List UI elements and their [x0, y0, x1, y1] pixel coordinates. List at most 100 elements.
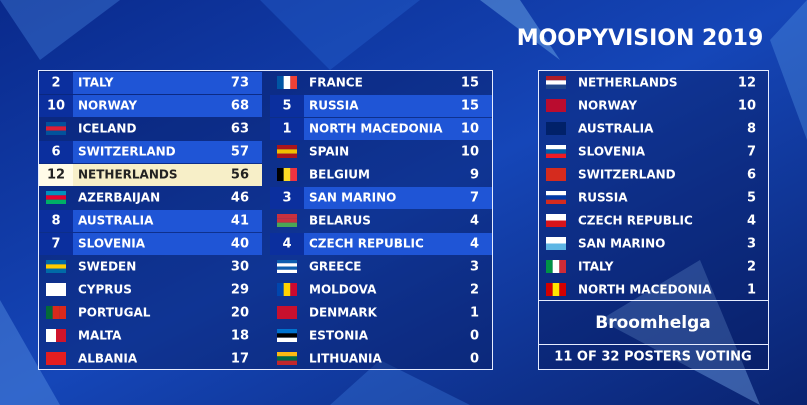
flag — [277, 360, 297, 365]
points-cell — [270, 118, 304, 140]
vote-points: 3 — [747, 237, 756, 252]
vote-country: AUSTRALIA — [578, 122, 654, 136]
flag — [277, 337, 297, 342]
flag — [46, 260, 66, 265]
flag — [290, 168, 297, 181]
flag — [277, 145, 297, 150]
flag — [283, 168, 291, 181]
flag — [277, 260, 297, 264]
flag — [46, 122, 66, 127]
points-cell — [39, 141, 73, 163]
flag — [277, 149, 297, 154]
points-received: 4 — [282, 237, 291, 252]
flag — [277, 266, 297, 270]
score: 2 — [470, 283, 479, 298]
score: 46 — [231, 191, 249, 206]
flag — [46, 306, 53, 319]
flag — [277, 283, 284, 296]
country: FRANCE — [309, 76, 363, 90]
flag — [546, 84, 566, 89]
row-highlight — [39, 141, 262, 163]
flag — [277, 352, 297, 357]
vote-country: NORTH MACEDONIA — [578, 283, 712, 297]
score: 18 — [231, 329, 249, 344]
row-highlight — [39, 72, 262, 94]
vote-points: 1 — [747, 283, 756, 298]
country: CZECH REPUBLIC — [309, 237, 424, 251]
score: 4 — [470, 214, 479, 229]
flag — [277, 306, 297, 319]
votes-frame — [538, 70, 769, 370]
country: NORTH MACEDONIA — [309, 122, 443, 136]
score: 30 — [231, 260, 249, 275]
flag — [546, 145, 566, 150]
flag — [290, 76, 297, 89]
flag — [283, 76, 291, 89]
points-cell — [39, 72, 73, 94]
flag — [559, 283, 566, 296]
voting-status: 11 OF 32 POSTERS VOTING — [554, 350, 751, 365]
flag — [546, 260, 553, 273]
points-received: 2 — [51, 76, 60, 91]
points-received: 7 — [51, 237, 60, 252]
score: 15 — [461, 99, 479, 114]
flag — [277, 76, 284, 89]
score: 63 — [231, 122, 249, 137]
score: 4 — [470, 237, 479, 252]
vote-points: 5 — [747, 191, 756, 206]
flag — [546, 191, 566, 196]
flag — [552, 260, 560, 273]
score: 15 — [461, 76, 479, 91]
country: MOLDOVA — [309, 283, 377, 297]
country: CYPRUS — [78, 283, 132, 297]
country: SWITZERLAND — [78, 145, 176, 159]
row-highlight — [270, 95, 492, 117]
vote-country: SAN MARINO — [578, 237, 665, 251]
points-cell — [39, 210, 73, 232]
row-highlight — [270, 233, 492, 255]
flag — [59, 306, 66, 319]
flag — [46, 283, 66, 296]
country: RUSSIA — [309, 99, 359, 113]
country: NETHERLANDS — [78, 168, 178, 182]
country: BELARUS — [309, 214, 371, 228]
country: AUSTRALIA — [78, 214, 154, 228]
vote-country: NORWAY — [578, 99, 637, 113]
flag — [46, 130, 66, 135]
flag — [546, 149, 566, 154]
vote-country: SLOVENIA — [578, 145, 646, 159]
flag — [546, 237, 566, 244]
points-received: 3 — [282, 191, 291, 206]
row-highlight — [39, 95, 262, 117]
country: LITHUANIA — [309, 352, 383, 366]
country: BELGIUM — [309, 168, 370, 182]
points-cell — [39, 233, 73, 255]
flag — [46, 195, 66, 200]
score: 17 — [231, 352, 249, 367]
flag — [46, 264, 66, 269]
country: SAN MARINO — [309, 191, 396, 205]
flag — [46, 329, 56, 342]
flag — [46, 268, 66, 273]
flag — [46, 199, 66, 204]
row-highlight — [39, 233, 262, 255]
flag — [546, 153, 566, 158]
score: 0 — [470, 329, 479, 344]
country: ITALY — [78, 76, 114, 90]
country: GREECE — [309, 260, 362, 274]
flag — [277, 269, 297, 273]
score: 56 — [231, 168, 249, 183]
vote-points: 10 — [738, 99, 756, 114]
points-received: 6 — [51, 145, 60, 160]
score: 10 — [461, 122, 479, 137]
flag — [546, 122, 566, 135]
flag — [546, 76, 566, 81]
flag — [277, 214, 297, 219]
country: SWEDEN — [78, 260, 136, 274]
points-received: 12 — [47, 168, 65, 183]
flag — [277, 222, 297, 227]
points-cell — [270, 233, 304, 255]
score: 0 — [470, 352, 479, 367]
